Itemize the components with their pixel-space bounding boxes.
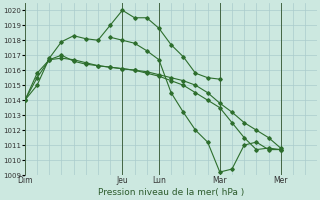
X-axis label: Pression niveau de la mer( hPa ): Pression niveau de la mer( hPa ) bbox=[98, 188, 244, 197]
